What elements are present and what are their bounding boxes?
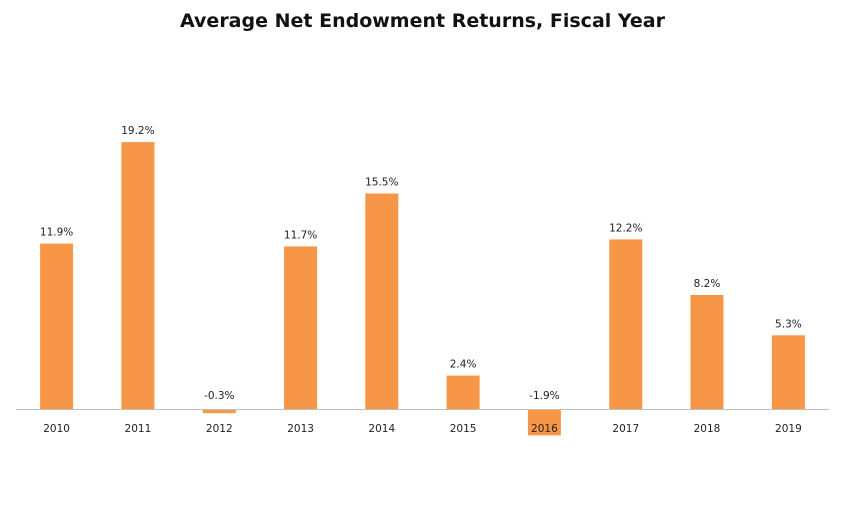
bar-2012 [202,409,236,414]
data-label-2015: 2.4% [450,359,477,371]
data-label-2011: 19.2% [121,125,154,137]
bars-group [40,142,805,436]
data-label-2017: 12.2% [609,222,642,234]
bar-2011 [121,142,155,409]
x-tick-label-2017: 2017 [612,423,639,435]
x-tick-label-2010: 2010 [43,423,70,435]
x-tick-label-2018: 2018 [694,423,721,435]
bar-2015 [446,375,480,409]
bar-2017 [609,239,643,409]
x-tick-label-2016: 2016 [531,423,558,435]
data-label-2018: 8.2% [694,278,721,290]
bar-2016 [527,409,561,436]
data-label-2012: -0.3% [204,390,234,402]
data-label-2013: 11.7% [284,229,317,241]
data-label-2014: 15.5% [365,177,398,189]
data-label-2016: -1.9% [529,390,559,402]
bar-2019 [771,335,805,409]
x-tick-label-2015: 2015 [450,423,477,435]
chart-title: Average Net Endowment Returns, Fiscal Ye… [180,10,665,32]
data-label-2019: 5.3% [775,318,802,330]
x-tick-label-2019: 2019 [775,423,802,435]
x-tick-label-2011: 2011 [125,423,152,435]
x-tick-label-2012: 2012 [206,423,233,435]
x-tick-label-2013: 2013 [287,423,314,435]
bar-2013 [284,246,318,409]
bar-2014 [365,193,399,409]
labels-group: 11.9% 2010 19.2% 2011 -0.3% 2012 11.7% 2013 15.5… [40,125,802,435]
x-tick-label-2014: 2014 [368,423,395,435]
data-label-2010: 11.9% [40,227,73,239]
bar-2018 [690,295,724,409]
bar-2010 [40,243,74,409]
